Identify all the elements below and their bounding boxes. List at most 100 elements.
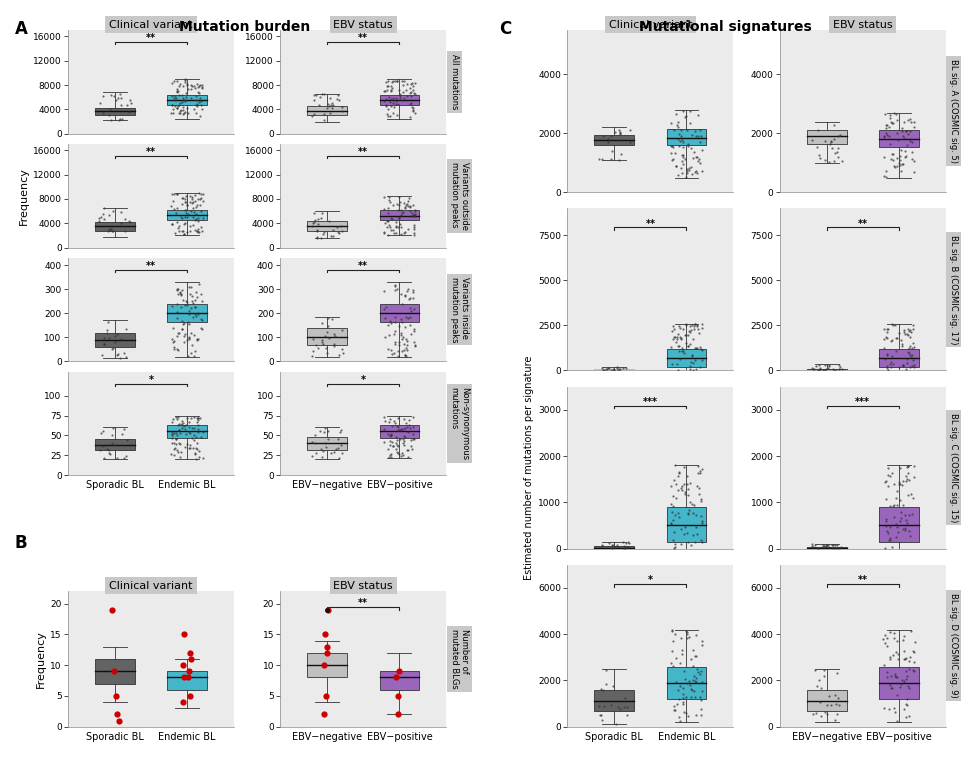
Point [169,188,184,200]
Point [896,151,912,164]
Point [893,360,909,372]
Point [386,347,401,359]
Point [190,422,205,435]
Point [686,318,702,330]
Point [382,315,397,327]
Point [182,442,198,454]
Point [172,287,188,299]
Point [900,114,916,126]
Point [177,107,193,119]
Point [683,497,699,509]
Point [889,677,904,689]
Point [164,428,179,441]
Point [877,476,892,488]
Point [194,82,209,94]
Point [390,424,405,436]
Point [183,347,199,360]
Point [671,344,686,357]
Point [878,332,893,344]
Point [191,215,206,227]
Point [175,417,191,429]
Point [691,327,706,339]
Point [313,443,328,455]
Point [191,87,206,99]
Point [595,684,610,696]
Point [382,413,397,425]
Point [406,325,422,337]
Point [905,359,921,371]
Point [681,363,697,375]
Point [687,124,703,136]
Point [885,628,900,640]
Point [402,292,418,304]
Point [671,467,686,479]
Point [906,120,922,132]
Point [878,127,893,139]
Point [676,521,692,533]
Point [674,151,690,163]
Point [875,131,891,143]
Bar [307,653,347,678]
Point [672,332,688,344]
Point [390,283,405,295]
Point [829,693,845,705]
Point [101,223,116,235]
Point [395,206,411,218]
Point [905,117,921,129]
Point [686,319,702,331]
Point [694,322,709,334]
Point [330,349,346,361]
Point [894,359,910,371]
Point [383,212,398,224]
Point [189,444,204,456]
Point [191,308,206,320]
Point [825,539,840,551]
Point [316,114,331,126]
Point [329,89,345,101]
Point [673,134,689,146]
Point [905,155,921,167]
Point [805,363,821,375]
Point [823,539,838,551]
Point [191,279,206,291]
Point [396,321,412,333]
Point [693,495,708,507]
Point [888,492,903,504]
Point [831,360,847,372]
Point [686,691,702,703]
Point [401,413,417,425]
Point [96,425,111,437]
Point [610,154,626,166]
Point [891,478,907,490]
Point [405,411,421,423]
Point [889,127,904,139]
Point [101,225,116,237]
Point [687,522,703,534]
Point [620,537,636,549]
Point [389,420,404,432]
Point [185,298,201,310]
Point [383,344,398,357]
Point [326,446,341,458]
Point [822,139,837,151]
Point [178,428,194,440]
Point [881,532,896,544]
Point [179,316,195,328]
Point [391,90,407,102]
Point [674,136,690,148]
Point [610,539,625,551]
Point [112,352,128,364]
Point [387,284,402,296]
Point [383,93,398,105]
Point [189,412,204,424]
Point [175,228,191,240]
Point [663,481,678,493]
Point [304,350,320,362]
Point [104,438,119,450]
Point [174,419,190,431]
Point [883,318,898,330]
Point [171,101,186,113]
Point [671,140,686,152]
Point [405,433,421,445]
Point [307,214,323,226]
